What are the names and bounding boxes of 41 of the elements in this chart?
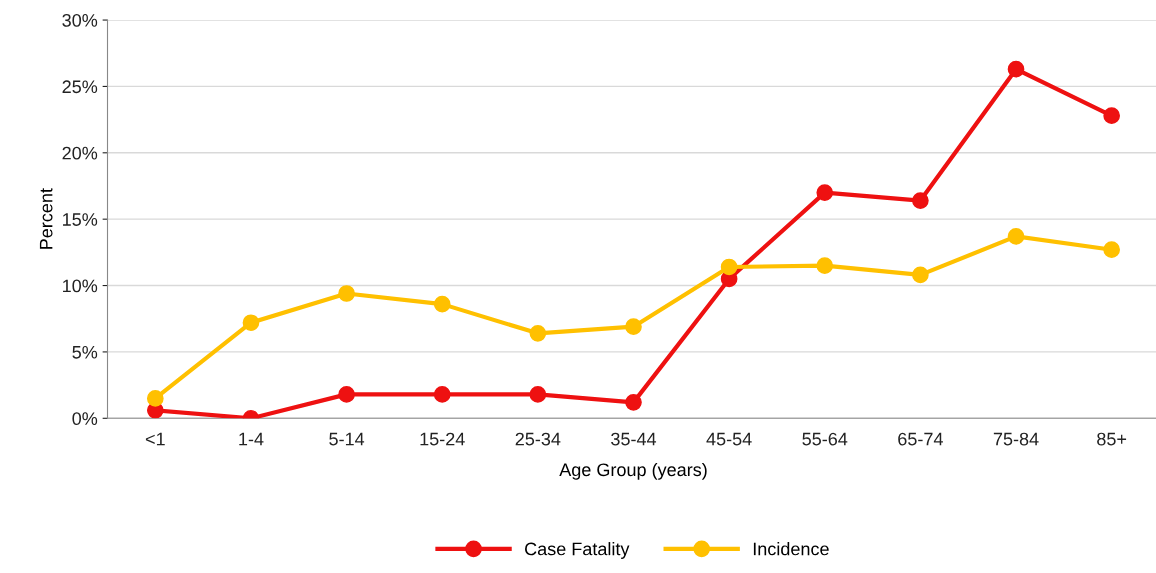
y-tick-label: 15% [63, 213, 98, 226]
x-tick-label: 1-4 [239, 432, 264, 446]
legend-label: Case Fatality [525, 542, 630, 559]
x-tick-label: 45-54 [706, 432, 752, 446]
point [912, 266, 929, 284]
y-tick-label: 25% [62, 80, 98, 94]
point [146, 390, 164, 407]
point [242, 314, 260, 332]
point [433, 386, 451, 403]
point [625, 318, 642, 336]
x-tick-label: 35-44 [611, 432, 657, 446]
point [338, 285, 355, 302]
x-tick-label: 15-24 [420, 432, 465, 446]
point [1103, 107, 1120, 124]
point [1007, 228, 1025, 245]
x-tick-label: <1 [145, 432, 165, 446]
point [433, 295, 451, 313]
x-tick-label: 5-14 [329, 432, 365, 446]
y-tick-label: 30% [62, 13, 98, 27]
legend-label: Incidence [753, 542, 829, 556]
point [912, 192, 929, 209]
point [1007, 60, 1025, 78]
point [529, 324, 547, 342]
point [338, 386, 355, 403]
x-tick-label: 75-84 [993, 432, 1039, 446]
y-axis-title: Percent [39, 188, 53, 249]
y-tick-label: 0% [72, 412, 98, 426]
x-axis-title: Age Group (years) [559, 462, 707, 480]
point [529, 386, 547, 403]
y-tick-label: 20% [62, 146, 98, 160]
x-tick-label: 25-34 [515, 432, 561, 446]
point [625, 394, 642, 411]
y-tick-label: 5% [72, 345, 98, 359]
point [816, 257, 834, 274]
x-tick-label: 55-64 [802, 432, 848, 446]
x-tick-label: 85+ [1097, 432, 1127, 446]
y-tick-label: 10% [63, 279, 98, 293]
point [1103, 241, 1120, 259]
point [816, 184, 834, 201]
x-tick-label: 65-74 [898, 432, 943, 446]
point [720, 258, 738, 276]
